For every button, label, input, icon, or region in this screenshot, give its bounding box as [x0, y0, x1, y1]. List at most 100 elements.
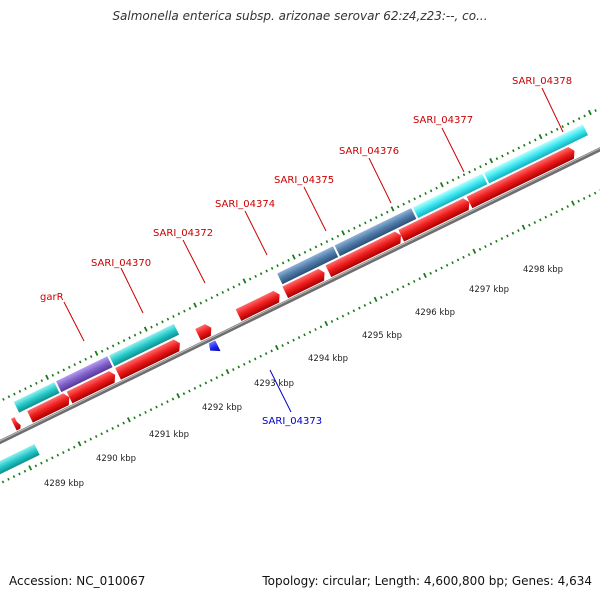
minor-tick [117, 341, 120, 345]
minor-tick [62, 368, 66, 372]
minor-tick [451, 261, 454, 265]
minor-tick [73, 445, 76, 449]
genome-stats: Topology: circular; Length: 4,600,800 bp… [262, 574, 592, 588]
minor-tick [128, 336, 131, 340]
gene-block[interactable] [334, 208, 417, 257]
minor-tick [369, 301, 372, 305]
minor-tick [259, 354, 262, 358]
minor-tick [111, 344, 115, 348]
major-tick [521, 224, 526, 230]
minor-tick [24, 387, 27, 391]
cds-arrow[interactable] [27, 392, 72, 423]
cds-arrow[interactable] [10, 416, 22, 431]
kbp-label: 4292 kbp [202, 403, 242, 413]
minor-tick [34, 464, 38, 468]
minor-tick [528, 223, 531, 227]
cds-arrow[interactable] [325, 230, 405, 278]
major-tick [324, 320, 329, 327]
minor-tick [358, 306, 361, 310]
gene-block[interactable] [412, 173, 488, 219]
minor-tick [237, 282, 241, 286]
minor-tick [512, 149, 515, 153]
minor-tick [51, 456, 54, 460]
minor-tick [188, 389, 191, 393]
gene-label-sari-04372[interactable]: SARI_04372 [153, 228, 213, 239]
minor-tick [495, 157, 499, 161]
minor-tick [577, 199, 580, 203]
minor-tick [561, 125, 564, 129]
minor-tick [177, 312, 181, 316]
minor-tick [550, 130, 553, 134]
minor-tick [155, 405, 158, 409]
minor-tick [364, 221, 367, 225]
gene-label-sari-04375[interactable]: SARI_04375 [274, 175, 334, 186]
minor-tick [29, 384, 33, 388]
minor-tick [445, 263, 449, 267]
minor-tick [45, 459, 49, 462]
gene-block[interactable] [56, 356, 113, 393]
cds-arrow[interactable] [195, 322, 214, 341]
major-tick [472, 248, 477, 254]
cds-arrow[interactable] [66, 369, 119, 404]
cds-arrow[interactable] [115, 338, 183, 380]
gene-label-sari-04373[interactable]: SARI_04373 [262, 416, 322, 427]
minor-tick [412, 279, 416, 283]
gene-label-sari-04370[interactable]: SARI_04370 [91, 258, 151, 269]
gene-label-sari-04374[interactable]: SARI_04374 [215, 199, 275, 210]
minor-tick [73, 363, 76, 367]
minor-tick [517, 146, 521, 150]
minor-tick [418, 277, 421, 281]
minor-tick [533, 221, 537, 224]
minor-tick [517, 229, 520, 232]
cds-arrow-reverse[interactable] [207, 340, 221, 355]
minor-tick [314, 245, 318, 249]
minor-tick [380, 295, 383, 299]
minor-tick [380, 213, 384, 217]
gene-label-sari-04376[interactable]: SARI_04376 [339, 146, 399, 157]
minor-tick [264, 352, 268, 355]
minor-tick [341, 314, 345, 318]
major-tick [242, 278, 247, 284]
cds-arrow[interactable] [466, 145, 578, 209]
minor-tick [462, 173, 466, 177]
gene-block[interactable] [277, 246, 339, 285]
major-tick [77, 441, 82, 447]
minor-tick [550, 213, 553, 216]
minor-tick [259, 272, 263, 276]
minor-tick [386, 210, 389, 214]
minor-tick [319, 325, 323, 329]
cds-arrow[interactable] [282, 267, 327, 299]
gene-block[interactable] [0, 444, 40, 486]
minor-tick [331, 237, 334, 241]
minor-tick [555, 210, 558, 214]
minor-tick [78, 360, 82, 364]
minor-tick [484, 245, 487, 249]
minor-tick [566, 122, 570, 126]
minor-tick [56, 453, 60, 457]
minor-tick [254, 274, 257, 278]
minor-tick [308, 330, 312, 334]
cds-arrow[interactable] [235, 289, 283, 321]
minor-tick [83, 440, 87, 444]
gene-block[interactable] [13, 382, 60, 413]
major-tick [373, 296, 378, 303]
minor-tick [456, 258, 460, 262]
kbp-label: 4290 kbp [96, 454, 136, 464]
kbp-label: 4297 kbp [469, 285, 509, 295]
gene-block[interactable] [483, 124, 589, 184]
minor-tick [429, 189, 433, 193]
minor-tick [286, 341, 290, 345]
gene-label-garR[interactable]: garR [40, 292, 64, 303]
minor-tick [253, 357, 257, 361]
minor-tick [232, 285, 235, 289]
gene-label-sari-04377[interactable]: SARI_04377 [413, 115, 473, 126]
major-tick [45, 374, 50, 380]
minor-tick [336, 234, 340, 238]
minor-tick [111, 427, 114, 430]
minor-tick [216, 293, 219, 297]
minor-tick [582, 197, 586, 200]
cds-arrow[interactable] [398, 197, 472, 242]
gene-block[interactable] [109, 323, 180, 367]
minor-tick [270, 266, 274, 270]
gene-label-sari-04378[interactable]: SARI_04378 [512, 76, 572, 87]
